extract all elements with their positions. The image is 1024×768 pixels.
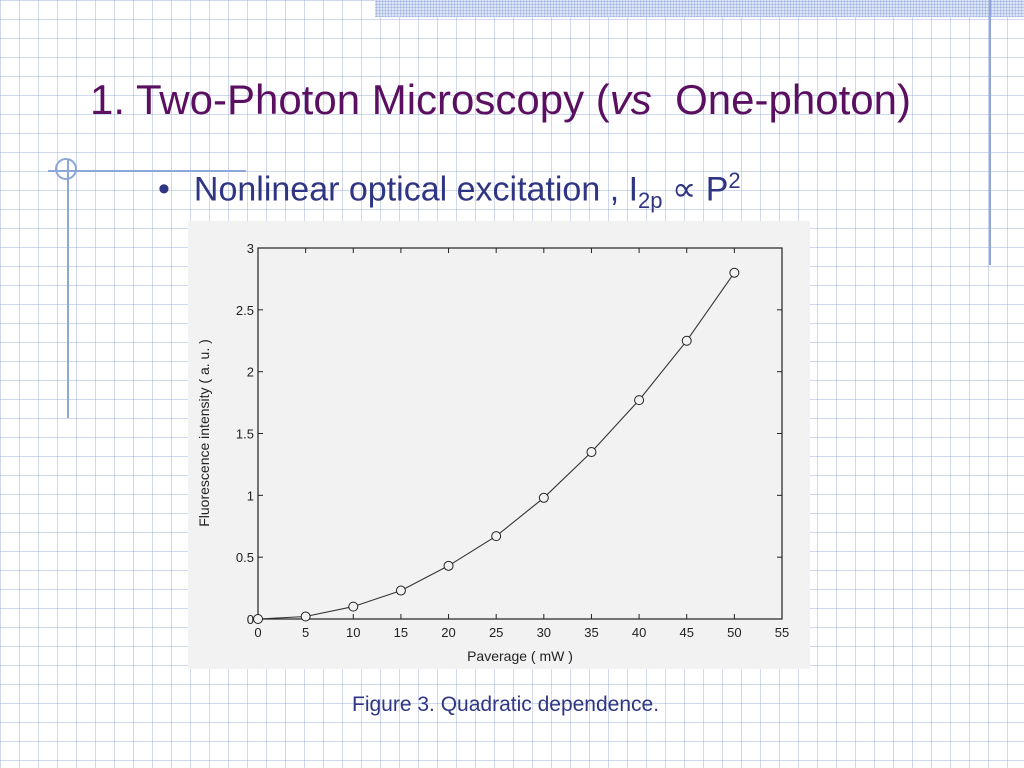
right-decorative-line	[989, 0, 991, 265]
data-point	[253, 614, 263, 624]
data-point	[348, 601, 359, 612]
x-tick-label: 20	[441, 625, 455, 640]
y-tick-label: 0.5	[236, 550, 254, 565]
data-point	[443, 560, 454, 571]
slide-title: 1. Two-Photon Microscopy (vs One-photon)	[90, 76, 911, 124]
x-tick-label: 5	[302, 625, 309, 640]
y-axis-label: Fluorescence intensity ( a. u. )	[196, 339, 212, 527]
figure-caption: Figure 3. Quadratic dependence.	[352, 693, 660, 716]
y-tick-label: 0	[247, 612, 254, 627]
decorative-circle-icon	[55, 158, 77, 180]
title-italic: vs	[609, 76, 652, 123]
bullet-superscript: 2	[728, 168, 741, 193]
bullet-subscript: 2p	[638, 188, 663, 214]
data-point	[395, 585, 406, 596]
y-tick-label: 3	[247, 241, 254, 256]
data-point	[681, 335, 692, 346]
title-main: 1. Two-Photon Microscopy (	[90, 76, 610, 123]
y-tick-label: 1	[247, 488, 254, 503]
x-tick-label: 35	[584, 625, 598, 640]
left-decorative-line	[67, 160, 69, 418]
chart-panel: 0 5 10 15 20 25 30 35 40 45 50 55 0 0.5 1 1.5 2 2.5 3 Pave…	[188, 221, 810, 669]
data-point	[300, 611, 311, 622]
y-tick-label: 2	[247, 365, 254, 380]
data-point	[491, 531, 502, 542]
x-tick-label: 0	[254, 625, 261, 640]
y-tick-label: 1.5	[236, 427, 254, 442]
bullet-text: Nonlinear optical excitation , I	[193, 170, 639, 209]
x-tick-label: 25	[489, 625, 503, 640]
plot-frame	[257, 247, 783, 620]
data-point	[729, 267, 740, 278]
x-tick-label: 15	[394, 625, 408, 640]
x-tick-label: 45	[679, 625, 693, 640]
bullet-point: • Nonlinear optical excitation , I2p ∝ P2	[158, 168, 741, 214]
bullet-icon: •	[158, 170, 170, 209]
x-tick-label: 30	[537, 625, 551, 640]
y-tick-label: 2.5	[236, 303, 254, 318]
data-point	[586, 447, 597, 458]
title-end: One-photon)	[675, 76, 911, 123]
data-point	[634, 395, 645, 406]
series-line	[257, 272, 735, 620]
fluorescence-chart: 0 5 10 15 20 25 30 35 40 45 50 55 0 0.5 1 1.5 2 2.5 3 Pave…	[196, 241, 789, 664]
x-tick-label: 55	[775, 625, 789, 640]
x-tick-label: 10	[346, 625, 360, 640]
title-underline-decoration	[48, 170, 246, 172]
top-decorative-band	[375, 0, 1024, 17]
data-point	[538, 492, 549, 503]
bullet-proportional: ∝ P	[662, 170, 729, 209]
x-axis-label: Paverage ( mW )	[467, 648, 573, 664]
x-tick-label: 50	[727, 625, 741, 640]
x-tick-label: 40	[632, 625, 646, 640]
